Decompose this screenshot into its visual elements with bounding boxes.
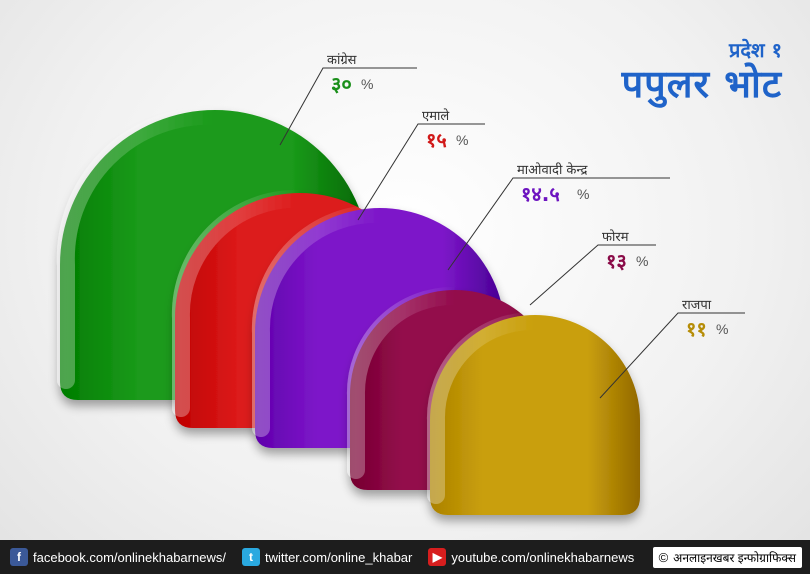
unit-label-0: % bbox=[361, 76, 373, 92]
facebook-icon: f bbox=[10, 548, 28, 566]
unit-label-1: % bbox=[456, 132, 468, 148]
chart: कांग्रेस३० %एमाले१५ %माओवादी केन्द्र१४.५ %फ… bbox=[56, 52, 745, 515]
chart-title: पपुलर भोट bbox=[621, 62, 782, 106]
youtube-icon: ▶ bbox=[428, 548, 447, 566]
category-label-1: एमाले bbox=[422, 108, 449, 124]
bar-4 bbox=[426, 311, 640, 515]
label-group-2: माओवादी केन्द्र १४.५% bbox=[447, 162, 670, 271]
unit-label-3: % bbox=[636, 253, 648, 269]
footer-bar: f facebook.com/onlinekhabarnews/ t twitt… bbox=[0, 540, 810, 574]
leader-line-4 bbox=[599, 312, 745, 399]
chart-subtitle: प्रदेश १ bbox=[729, 38, 782, 62]
credit-badge: © अनलाइनखबर इन्फोग्राफिक्स bbox=[652, 546, 802, 568]
bar-highlight-2 bbox=[251, 204, 389, 437]
value-label-3: १३ bbox=[606, 249, 627, 273]
unit-label-2: % bbox=[577, 186, 589, 202]
bar-body-4 bbox=[430, 315, 640, 515]
twitter-label: twitter.com/online_khabar bbox=[264, 549, 413, 565]
category-label-0: कांग्रेस bbox=[327, 52, 357, 68]
leader-line-1 bbox=[357, 123, 485, 221]
bar-highlight-3 bbox=[346, 286, 464, 479]
category-label-2: माओवादी केन्द्र bbox=[517, 162, 588, 178]
category-label-3: फोरम bbox=[602, 229, 629, 245]
value-label-4: ११ bbox=[686, 317, 707, 341]
unit-label-4: % bbox=[716, 321, 728, 337]
title-block: प्रदेश १ पपुलर भोट bbox=[622, 38, 782, 106]
credit-label: अनलाइनखबर इन्फोग्राफिक्स bbox=[673, 550, 796, 565]
facebook-label: facebook.com/onlinekhabarnews/ bbox=[33, 549, 226, 565]
value-label-1: १५ bbox=[426, 128, 447, 152]
twitter-icon: t bbox=[241, 548, 260, 566]
value-label-2: १४.५ bbox=[521, 182, 560, 206]
youtube-label: youtube.com/onlinekhabarnews bbox=[451, 549, 635, 565]
category-label-4: राजपा bbox=[682, 298, 712, 313]
leader-line-0 bbox=[279, 67, 417, 146]
bar-highlight-4 bbox=[426, 311, 544, 504]
bar-highlight-1 bbox=[171, 189, 309, 417]
label-group-4: राजपा ११% bbox=[599, 298, 745, 399]
value-label-0: ३० bbox=[331, 72, 352, 96]
leader-line-3 bbox=[529, 244, 656, 306]
copyright-icon: © bbox=[658, 549, 669, 565]
leader-line-2 bbox=[447, 177, 670, 271]
youtube-link[interactable]: ▶ youtube.com/onlinekhabarnews bbox=[428, 548, 634, 566]
facebook-link[interactable]: f facebook.com/onlinekhabarnews/ bbox=[10, 548, 226, 566]
label-group-3: फोरम १३% bbox=[529, 229, 656, 306]
bar-highlight-0 bbox=[56, 106, 224, 389]
label-group-1: एमाले १५% bbox=[357, 108, 485, 221]
twitter-link[interactable]: t twitter.com/online_khabar bbox=[241, 548, 413, 566]
label-group-0: कांग्रेस ३०% bbox=[279, 52, 417, 146]
